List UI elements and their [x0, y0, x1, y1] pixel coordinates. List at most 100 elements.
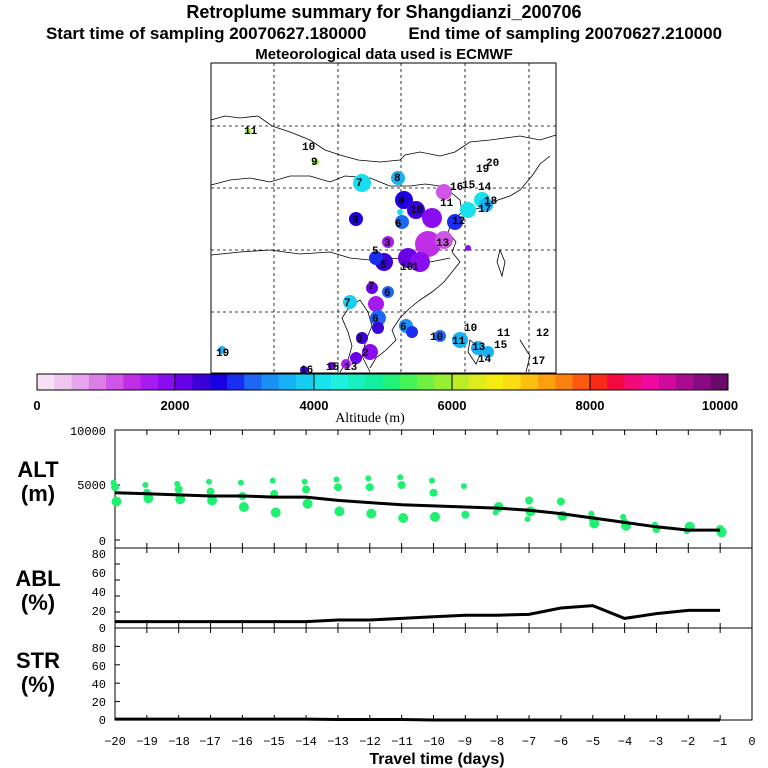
x-axis-label: Travel time (days) — [369, 751, 504, 768]
time-panels: ALT (m) ABL (%) STR (%) 10000 5000 0 80 … — [15, 425, 755, 768]
colorbar-swatch — [676, 374, 694, 390]
day-label: 10 — [400, 262, 413, 274]
colorbar-swatch — [693, 374, 712, 390]
cluster-markers — [218, 128, 494, 374]
day-label: 10 — [464, 323, 477, 335]
day-label: 3 — [384, 238, 391, 250]
x-tick-label: −8 — [490, 735, 504, 749]
colorbar-swatch — [71, 374, 90, 390]
alt-scatter-point — [429, 477, 435, 484]
day-label: 1 — [412, 262, 419, 274]
chart-title: Retroplume summary for Shangdianzi_20070… — [186, 2, 582, 22]
axis-tick-marks — [114, 430, 753, 721]
colorbar-swatch — [451, 374, 470, 390]
day-label: 11 — [497, 328, 511, 340]
day-label: 6 — [372, 314, 379, 326]
x-tick-label: −7 — [522, 735, 536, 749]
alt-scatter-point — [365, 483, 374, 492]
day-label: 9 — [311, 157, 318, 169]
alt-scatter-point — [238, 502, 249, 512]
colorbar-swatch — [710, 374, 729, 390]
alt-scatter-point — [111, 483, 119, 492]
alt-scatter-point — [301, 478, 308, 485]
day-label: 6 — [400, 322, 407, 334]
x-tick-label: −11 — [391, 735, 413, 749]
day-label: 10 — [302, 142, 315, 154]
colorbar-swatch — [244, 374, 262, 390]
day-label: 13 — [472, 342, 486, 354]
abl-y-tick-label: 60 — [92, 567, 106, 581]
alt-scatter-point — [207, 495, 218, 506]
colorbar-swatch — [313, 374, 332, 390]
alt-scatter-point — [398, 513, 409, 523]
colorbar-swatch — [106, 374, 124, 390]
colorbar-swatch — [468, 374, 487, 390]
abl-y-tick-label: 80 — [92, 548, 106, 562]
colorbar-swatch — [537, 374, 556, 390]
end-time-label: End time of sampling 20070627.210000 — [408, 24, 723, 43]
x-tick-label: −18 — [168, 735, 190, 749]
colorbar-swatch — [624, 374, 643, 390]
alt-scatter-point — [302, 485, 311, 494]
colorbar-swatch — [417, 374, 435, 390]
colorbar-tick-label: 4000 — [300, 398, 329, 413]
day-label: 7 — [368, 281, 375, 293]
str-y-tick-label: 80 — [92, 642, 106, 656]
colorbar-swatch — [520, 374, 539, 390]
colorbar-swatch — [296, 374, 314, 390]
colorbar-frame — [36, 373, 729, 391]
abl-panel-label: ABL — [15, 566, 60, 591]
colorbar-swatch — [227, 374, 245, 390]
day-label: 8 — [394, 173, 401, 185]
day-label: 11 — [452, 336, 466, 348]
alt-scatter-point — [397, 481, 406, 489]
colorbar-swatch — [175, 374, 193, 390]
str-y-tick-label: 0 — [99, 714, 106, 728]
colorbar-swatches — [37, 374, 729, 390]
alt-scatter-point — [460, 483, 467, 490]
x-tick-label: −15 — [263, 735, 285, 749]
alt-y-tick-label: 0 — [99, 535, 106, 549]
colorbar-swatch — [37, 374, 55, 390]
map: 11 10 9 7 8 8 10 9 6 16 15 19 20 14 18 1… — [210, 62, 557, 377]
alt-scatter-point — [302, 498, 313, 509]
colorbar-swatch — [261, 374, 280, 390]
day-label: 18 — [484, 196, 498, 208]
str-line — [115, 717, 721, 722]
colorbar-swatch — [140, 374, 159, 390]
alt-scatter-point — [237, 479, 244, 486]
colorbar-swatch — [365, 374, 383, 390]
alt-y-tick-label: 10000 — [70, 425, 106, 439]
alt-scatter-point — [365, 475, 372, 482]
alt-scatter-point — [366, 508, 377, 519]
colorbar-swatch — [123, 374, 142, 390]
day-label: 14 — [478, 182, 492, 194]
day-label: 15 — [494, 340, 508, 352]
alt-scatter-point — [269, 477, 276, 484]
colorbar-swatch — [347, 374, 366, 390]
day-label: 12 — [452, 216, 465, 228]
alt-scatter-point — [556, 497, 565, 506]
day-label: 9 — [352, 215, 359, 227]
alt-scatter-point — [334, 506, 345, 517]
day-label: 7 — [344, 298, 351, 310]
alt-scatter-point — [589, 518, 600, 529]
colorbar-swatch — [399, 374, 418, 390]
alt-scatter-point — [333, 483, 342, 492]
day-label: 20 — [486, 158, 499, 170]
met-data-label: Meteorological data used is ECMWF — [255, 46, 513, 63]
x-tick-label: −4 — [618, 735, 632, 749]
day-label: 14 — [478, 354, 492, 366]
alt-scatter-point — [270, 507, 281, 518]
x-tick-label: −2 — [681, 735, 695, 749]
colorbar-swatch — [382, 374, 401, 390]
x-tick-label: −10 — [423, 735, 445, 749]
day-label: 15 — [326, 362, 340, 374]
colorbar-tick-label: 8000 — [576, 398, 605, 413]
x-tick-label: −6 — [554, 735, 568, 749]
day-label: 2 — [362, 348, 369, 360]
colorbar-swatch — [486, 374, 504, 390]
day-label: 19 — [476, 164, 489, 176]
alt-scatter-point — [430, 511, 440, 522]
alt-scatter-point — [333, 476, 340, 483]
